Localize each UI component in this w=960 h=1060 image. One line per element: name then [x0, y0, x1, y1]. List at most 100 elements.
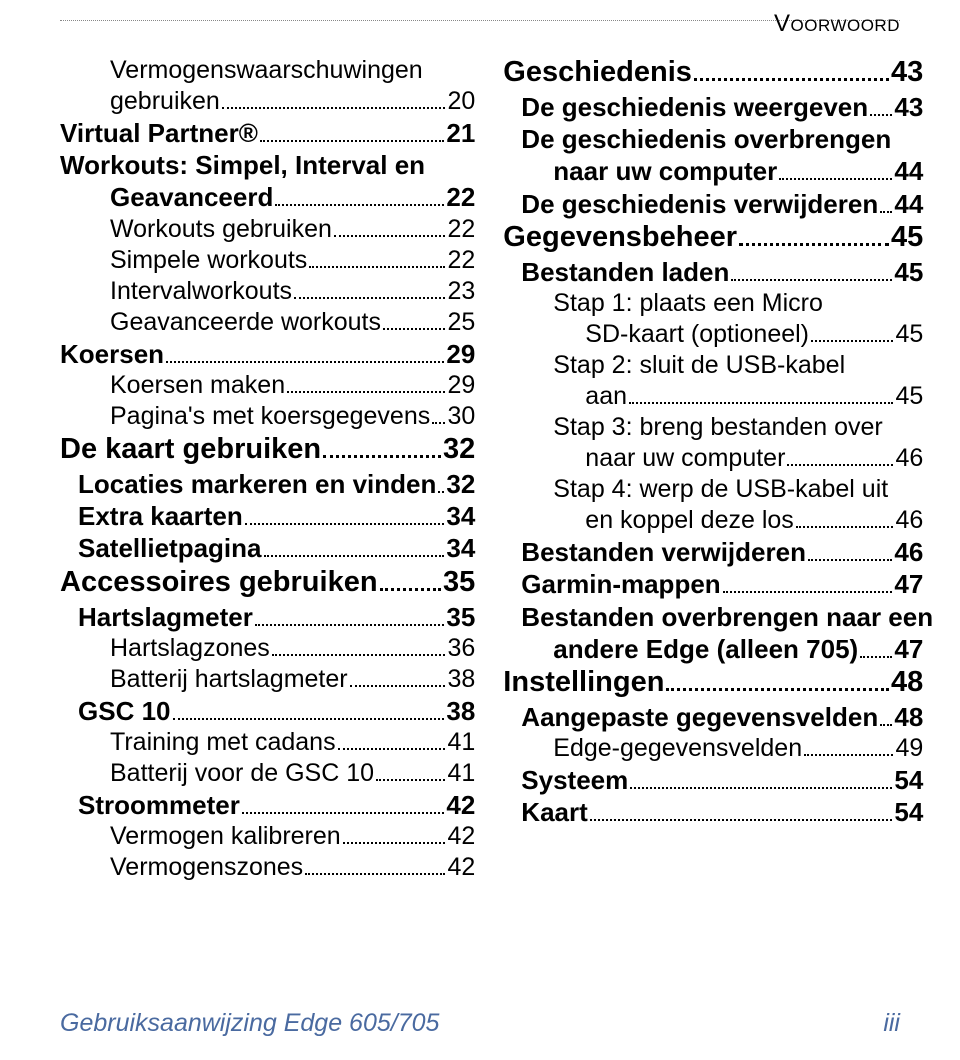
toc-entry[interactable]: Bestanden verwijderen46: [503, 536, 923, 568]
toc-entry[interactable]: Koersen maken29: [60, 370, 475, 401]
toc-entry[interactable]: De geschiedenis verwijderen44: [503, 188, 923, 220]
toc-label: Geavanceerd: [110, 181, 273, 213]
toc-entry[interactable]: GSC 1038: [60, 695, 475, 727]
toc-entry[interactable]: Koersen29: [60, 338, 475, 370]
toc-label: De geschiedenis weergeven: [521, 91, 868, 123]
toc-entry[interactable]: Locaties markeren en vinden32: [60, 468, 475, 500]
toc-entry[interactable]: Stap 4: werp de USB-kabel uit: [503, 474, 923, 505]
toc-entry[interactable]: Vermogenszones42: [60, 852, 475, 883]
toc-entry[interactable]: De geschiedenis overbrengen: [503, 123, 923, 155]
toc-label: Stap 2: sluit de USB-kabel: [553, 350, 845, 381]
toc-leader-dots: [376, 779, 445, 781]
toc-page-number: 54: [894, 764, 923, 796]
toc-label: Garmin-mappen: [521, 568, 720, 600]
toc-label: Edge-gegevensvelden: [553, 733, 802, 764]
toc-entry[interactable]: De kaart gebruiken32: [60, 432, 475, 468]
toc-entry[interactable]: aan45: [503, 381, 923, 412]
toc-leader-dots: [438, 491, 444, 493]
toc-entry[interactable]: Garmin-mappen47: [503, 568, 923, 600]
toc-entry[interactable]: Aangepaste gegevensvelden48: [503, 701, 923, 733]
toc-leader-dots: [272, 654, 446, 656]
toc-page-number: 46: [895, 443, 923, 474]
toc-entry[interactable]: Stap 1: plaats een Micro: [503, 288, 923, 319]
toc-label: Geavanceerde workouts: [110, 307, 381, 338]
toc-page-number: 34: [446, 532, 475, 564]
toc-page-number: 46: [895, 505, 923, 536]
toc-page-number: 45: [894, 256, 923, 288]
toc-entry[interactable]: Bestanden overbrengen naar een: [503, 601, 923, 633]
toc-entry[interactable]: Extra kaarten34: [60, 500, 475, 532]
toc-label: aan: [585, 381, 627, 412]
toc-page-number: 32: [443, 432, 475, 468]
toc-leader-dots: [432, 422, 445, 424]
toc-label: Hartslagzones: [110, 633, 270, 664]
toc-page-number: 22: [447, 214, 475, 245]
toc-entry[interactable]: Geavanceerde workouts25: [60, 307, 475, 338]
toc-entry[interactable]: Vermogen kalibreren42: [60, 821, 475, 852]
toc-entry[interactable]: Gegevensbeheer45: [503, 220, 923, 256]
toc-leader-dots: [666, 688, 889, 691]
toc-entry[interactable]: Accessoires gebruiken35: [60, 565, 475, 601]
toc-entry[interactable]: Training met cadans41: [60, 727, 475, 758]
toc-entry[interactable]: Systeem54: [503, 764, 923, 796]
toc-label: Koersen: [60, 338, 164, 370]
toc-left-column: Vermogenswaarschuwingengebruiken 20Virtua…: [60, 55, 475, 883]
toc-entry[interactable]: Batterij hartslagmeter38: [60, 664, 475, 695]
toc-leader-dots: [804, 754, 893, 756]
toc-entry[interactable]: naar uw computer44: [503, 155, 923, 187]
toc-label: SD-kaart (optioneel): [585, 319, 809, 350]
toc-entry[interactable]: Kaart54: [503, 796, 923, 828]
toc-leader-dots: [880, 211, 892, 213]
toc-page-number: 49: [895, 733, 923, 764]
toc-page-number: 20: [447, 86, 475, 117]
toc-entry[interactable]: Simpele workouts22: [60, 245, 475, 276]
toc-label: gebruiken: [110, 86, 220, 117]
toc-page-number: 42: [447, 821, 475, 852]
toc-label: Batterij hartslagmeter: [110, 664, 348, 695]
toc-label: en koppel deze los: [585, 505, 793, 536]
toc-entry[interactable]: Intervalworkouts23: [60, 276, 475, 307]
toc-entry[interactable]: Virtual Partner®21: [60, 117, 475, 149]
toc-entry[interactable]: Hartslagzones 36: [60, 633, 475, 664]
toc-leader-dots: [287, 391, 445, 393]
toc-label: Instellingen: [503, 665, 664, 701]
toc-entry[interactable]: Stroommeter42: [60, 789, 475, 821]
toc-entry[interactable]: De geschiedenis weergeven43: [503, 91, 923, 123]
toc-entry[interactable]: Stap 3: breng bestanden over: [503, 412, 923, 443]
toc-entry[interactable]: andere Edge (alleen 705)47: [503, 633, 923, 665]
toc-leader-dots: [629, 402, 893, 404]
toc-entry[interactable]: Pagina's met koersgegevens30: [60, 401, 475, 432]
toc-page-number: 35: [443, 565, 475, 601]
toc-entry[interactable]: SD-kaart (optioneel)45: [503, 319, 923, 350]
toc-entry[interactable]: Instellingen48: [503, 665, 923, 701]
toc-page-number: 43: [891, 55, 923, 91]
toc-page-number: 36: [447, 633, 475, 664]
toc-entry[interactable]: Batterij voor de GSC 1041: [60, 758, 475, 789]
toc-entry[interactable]: en koppel deze los 46: [503, 505, 923, 536]
toc-entry[interactable]: Geavanceerd22: [60, 181, 475, 213]
toc-page-number: 54: [894, 796, 923, 828]
toc-leader-dots: [309, 266, 445, 268]
toc-label: Vermogenszones: [110, 852, 303, 883]
toc-leader-dots: [880, 724, 892, 726]
toc-entry[interactable]: Workouts: Simpel, Interval en: [60, 149, 475, 181]
toc-leader-dots: [779, 178, 892, 180]
toc-entry[interactable]: Satellietpagina 34: [60, 532, 475, 564]
toc-entry[interactable]: Stap 2: sluit de USB-kabel: [503, 350, 923, 381]
toc-label: Satellietpagina: [78, 532, 262, 564]
toc-page-number: 29: [447, 370, 475, 401]
toc-label: De geschiedenis verwijderen: [521, 188, 878, 220]
toc-label: Stap 4: werp de USB-kabel uit: [553, 474, 888, 505]
toc-right-column: Geschiedenis43De geschiedenis weergeven4…: [503, 55, 923, 883]
toc-leader-dots: [383, 328, 446, 330]
toc-entry[interactable]: naar uw computer46: [503, 443, 923, 474]
toc-entry[interactable]: Geschiedenis43: [503, 55, 923, 91]
toc-entry[interactable]: Edge-gegevensvelden 49: [503, 733, 923, 764]
toc-leader-dots: [264, 555, 445, 557]
toc-entry[interactable]: gebruiken 20: [60, 86, 475, 117]
toc-leader-dots: [260, 140, 445, 142]
toc-entry[interactable]: Hartslagmeter35: [60, 601, 475, 633]
toc-entry[interactable]: Workouts gebruiken22: [60, 214, 475, 245]
toc-entry[interactable]: Vermogenswaarschuwingen: [60, 55, 475, 86]
toc-entry[interactable]: Bestanden laden45: [503, 256, 923, 288]
